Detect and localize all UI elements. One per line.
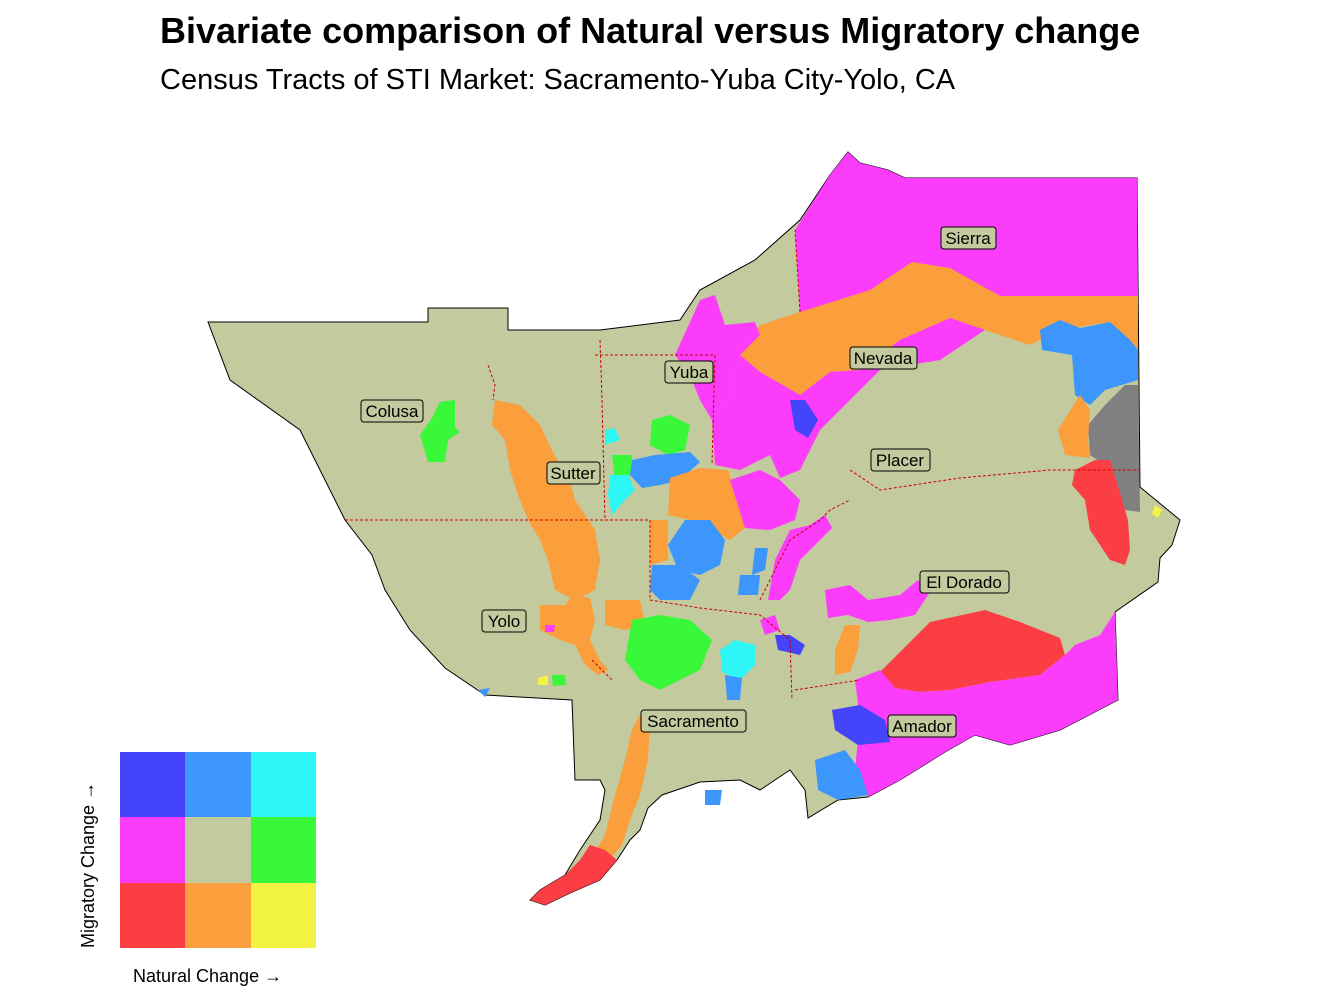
map-subtitle: Census Tracts of STI Market: Sacramento-… — [160, 64, 956, 96]
bivariate-legend — [120, 752, 316, 948]
county-label-eldorado: El Dorado — [919, 570, 1010, 594]
svg-text:Colusa: Colusa — [366, 402, 419, 421]
tract-yuba-green — [650, 415, 690, 455]
tract-nevada-band — [740, 262, 1138, 395]
svg-text:Sierra: Sierra — [945, 229, 991, 248]
tract-cyan-yuba — [608, 475, 635, 515]
tract-yolo-green — [552, 675, 566, 686]
tract-sutter-orange — [492, 400, 600, 600]
tract-orange-placer-2 — [650, 520, 668, 565]
tract-delta-orange — [590, 715, 650, 865]
tract-amador-red — [880, 610, 1065, 692]
tract-green-sac — [625, 615, 712, 690]
county-label-yuba: Yuba — [664, 360, 714, 384]
legend-cell-2-0 — [120, 882, 186, 948]
svg-text:Amador: Amador — [892, 717, 952, 736]
tract-orange-east — [1058, 395, 1090, 458]
tract-delta-red — [530, 845, 617, 905]
county-label-nevada: Nevada — [849, 346, 918, 370]
tract-magenta-sac — [760, 615, 780, 635]
legend-cell-2-2 — [250, 882, 316, 948]
tract-yellow-east — [1152, 505, 1162, 518]
legend-cell-0-2 — [250, 752, 316, 818]
tract-cyan-sac — [720, 640, 755, 680]
tract-amador-magenta — [855, 612, 1118, 797]
tract-placer-magenta-2 — [768, 515, 832, 600]
legend-y-label: Migratory Change → — [78, 781, 98, 948]
map-title: Bivariate comparison of Natural versus M… — [160, 10, 1141, 51]
tract-blue-sac-2 — [752, 548, 768, 575]
tract-cyan-yuba-2 — [605, 428, 620, 445]
tract-blue-sac — [650, 565, 700, 600]
tract-blue-sac-3 — [738, 575, 760, 595]
legend-cell-1-1 — [185, 817, 251, 883]
tract-eldorado-orange — [835, 625, 860, 675]
tract-yuba-magenta — [675, 295, 760, 420]
tract-yolo-yellow — [538, 675, 548, 685]
legend-x-label: Natural Change → — [133, 966, 283, 986]
legend-cell-1-0 — [120, 817, 186, 883]
tract-red-east — [1072, 460, 1130, 565]
county-label-placer: Placer — [870, 448, 931, 472]
tract-yuba-green-2 — [612, 455, 632, 480]
tract-eldorado-magenta — [825, 580, 930, 622]
tract-amador-blue-2 — [815, 750, 868, 800]
county-label-colusa: Colusa — [360, 399, 424, 423]
svg-text:Yolo: Yolo — [488, 612, 520, 631]
county-label-sierra: Sierra — [940, 226, 997, 250]
tract-gray-east — [1088, 385, 1140, 512]
tract-blue-nevada — [790, 400, 818, 438]
tract-blue-east — [1040, 320, 1138, 405]
legend-cell-0-0 — [120, 752, 186, 818]
svg-text:Sacramento: Sacramento — [647, 712, 739, 731]
county-label-amador: Amador — [887, 714, 957, 738]
legend-cell-2-1 — [185, 882, 251, 948]
tract-placer-orange — [668, 468, 745, 540]
tract-yolo-magenta — [545, 625, 555, 632]
svg-text:Nevada: Nevada — [854, 349, 913, 368]
county-label-sutter: Sutter — [546, 461, 601, 485]
svg-text:Placer: Placer — [876, 451, 925, 470]
svg-text:Sutter: Sutter — [550, 464, 596, 483]
county-borders — [345, 229, 1140, 701]
legend-cell-0-1 — [185, 752, 251, 818]
tract-blue-delta — [705, 790, 722, 805]
tract-blue-sac-4 — [725, 675, 742, 700]
tract-amador-blue — [832, 705, 890, 745]
tract-yolo-orange — [540, 595, 608, 675]
tract-placer-magenta — [730, 470, 800, 530]
svg-text:El Dorado: El Dorado — [926, 573, 1002, 592]
tract-blue-yuba — [630, 452, 700, 488]
county-label-yolo: Yolo — [481, 609, 527, 633]
tract-blue-yolo — [478, 688, 490, 697]
tract-colusa-green — [420, 400, 460, 462]
tract-blue-placer — [668, 520, 725, 575]
svg-text:Yuba: Yuba — [670, 363, 709, 382]
legend-cell-1-2 — [250, 817, 316, 883]
county-label-sacramento: Sacramento — [640, 709, 747, 733]
